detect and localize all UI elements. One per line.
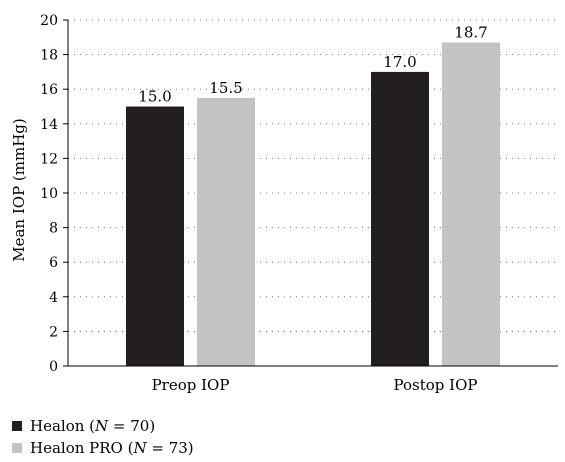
y-tick-label: 8	[49, 221, 58, 237]
legend-swatch-healon-pro	[12, 443, 22, 453]
data-labels: 15.0 15.5 17.0 18.7	[138, 23, 487, 105]
y-tick-labels: 0 2 4 6 8 10 12 14 16 18 20	[40, 13, 68, 375]
x-category-label: Preop IOP	[152, 376, 230, 394]
bar-healon-pro-preop-iop	[197, 97, 255, 366]
data-label: 15.0	[138, 88, 171, 106]
bar-healon-preop-iop	[126, 106, 184, 366]
y-tick-label: 18	[40, 48, 58, 64]
bar-chart: 0 2 4 6 8 10 12 14 16 18 20 Preop IOP Postop IOP 15…	[10, 13, 558, 394]
legend-series-name: Healon PRO	[30, 439, 123, 457]
legend-series-name: Healon	[30, 417, 85, 435]
y-tick-label: 20	[40, 13, 58, 29]
y-tick-label: 14	[40, 117, 58, 133]
bars	[126, 42, 500, 367]
x-category-label: Postop IOP	[394, 376, 478, 394]
y-tick-label: 2	[49, 324, 58, 340]
legend-label-healon-pro: Healon PRO (N = 73)	[30, 439, 194, 457]
y-tick-label: 16	[40, 82, 58, 98]
y-tick-label: 0	[49, 359, 58, 375]
legend-n-value: 70	[130, 417, 150, 435]
legend-item-healon-pro: Healon PRO (N = 73)	[12, 437, 194, 459]
legend-swatch-healon	[12, 421, 22, 431]
legend-n-value: 73	[168, 439, 188, 457]
y-axis-title: Mean IOP (mmHg)	[10, 118, 28, 262]
bar-healon-pro-postop-iop	[442, 42, 500, 367]
data-label: 17.0	[383, 53, 416, 71]
data-label: 15.5	[209, 79, 242, 97]
data-label: 18.7	[454, 23, 487, 41]
y-tick-label: 6	[49, 255, 58, 271]
y-tick-label: 10	[40, 186, 58, 202]
legend-label-healon: Healon (N = 70)	[30, 417, 156, 435]
y-tick-label: 12	[40, 151, 58, 167]
y-tick-label: 4	[49, 290, 58, 306]
legend: Healon (N = 70) Healon PRO (N = 73)	[12, 415, 194, 459]
bar-healon-postop-iop	[371, 71, 429, 367]
x-category-labels: Preop IOP Postop IOP	[152, 376, 478, 394]
legend-item-healon: Healon (N = 70)	[12, 415, 194, 437]
